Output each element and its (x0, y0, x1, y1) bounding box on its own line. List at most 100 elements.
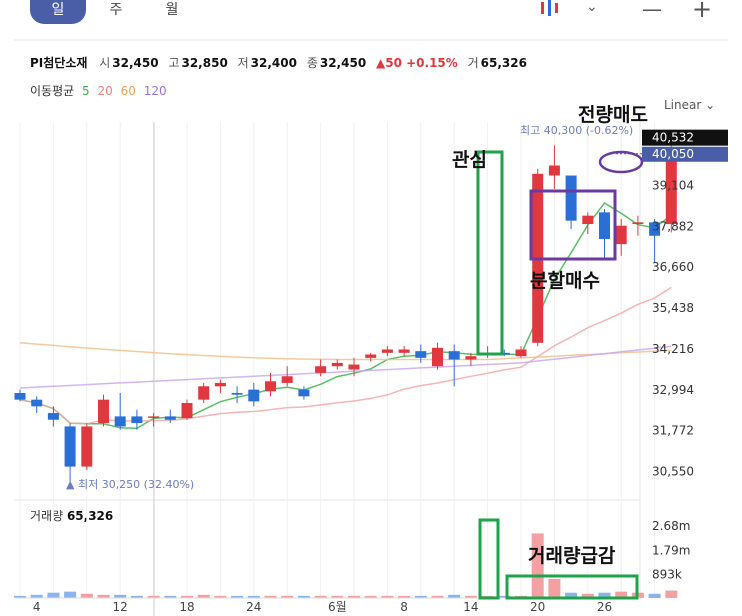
open-value: 32,450 (112, 56, 159, 70)
x-tick-label: 14 (463, 600, 478, 614)
tab-daily[interactable]: 일 (30, 0, 86, 24)
stock-name: PI첨단소재 (30, 56, 88, 70)
ma-60: 60 (120, 84, 136, 98)
zoom-in-icon[interactable]: + (692, 0, 713, 23)
chevron-down-icon[interactable]: ⌄ (586, 0, 598, 15)
candle-body (515, 349, 527, 357)
volume-bar (364, 595, 377, 598)
low-marker-label: ▲ 최저 30,250 (32.40%) (66, 478, 194, 491)
volume-bar (64, 591, 77, 598)
moving-average-legend: 이동평균 5 20 60 120 (30, 82, 171, 99)
price-tick-label: 31,772 (652, 424, 694, 438)
low-label: 저 (237, 56, 249, 70)
volume-bar (548, 578, 561, 598)
volume-bar (297, 595, 310, 598)
candle-body (47, 413, 59, 420)
close-value: 32,450 (319, 56, 367, 70)
candle-body (448, 351, 460, 360)
volume-bar (314, 595, 327, 598)
current-price-tag (642, 129, 728, 146)
candle-body (331, 362, 343, 367)
x-tick-label: 8 (400, 600, 408, 614)
interest-box (476, 150, 504, 356)
candle-body (548, 165, 560, 176)
volume-bar (414, 595, 427, 598)
candle-body (599, 212, 610, 240)
ma120-line (19, 345, 672, 389)
volume-bar (164, 595, 177, 598)
volume-bar (247, 595, 260, 598)
price-tick-label: 35,438 (652, 301, 694, 315)
price-tick-label: 39,104 (652, 178, 694, 192)
volume-bar (47, 592, 60, 598)
volume-bar (598, 592, 611, 598)
candle-body (64, 426, 76, 467)
sell-marker-ellipse (598, 150, 644, 174)
interest-label: 관심 (452, 149, 487, 171)
x-tick-label: 20 (530, 600, 545, 614)
ma-label: 이동평균 (30, 84, 75, 98)
candle-body (265, 381, 276, 392)
volume-label: 거 (467, 56, 479, 70)
volume-bar (181, 595, 193, 598)
volume-bar (498, 595, 511, 598)
volume-drop-box (505, 574, 639, 600)
volume-title-label: 거래량 (30, 509, 64, 523)
candle-body (31, 399, 43, 407)
high-label: 고 (168, 56, 180, 70)
candle-body (432, 347, 443, 367)
candle-body (114, 416, 126, 427)
volume-bar (130, 595, 143, 598)
low-value: 32,400 (250, 56, 297, 70)
ma60-line (19, 342, 672, 361)
volume-bar (615, 591, 628, 598)
candle-body (565, 175, 577, 221)
volume-bar (565, 592, 578, 598)
volume-bar (448, 594, 461, 598)
price-tick-label: 30,550 (652, 465, 694, 479)
candlestick-icon[interactable] (538, 0, 564, 20)
candle-body (98, 399, 109, 424)
volume-bar (581, 593, 594, 598)
volume-surge-label: 거래량급감 (528, 545, 616, 567)
close-label: 종 (306, 56, 318, 70)
candle-body (665, 153, 677, 225)
candle-body (131, 416, 143, 424)
scale-mode-label: Linear (664, 98, 702, 112)
volume-bar (30, 594, 43, 598)
volume-panel-title: 거래량 65,326 (30, 507, 113, 524)
chevron-down-icon: ⌄ (705, 98, 716, 112)
candle-body (398, 349, 410, 353)
tab-weekly[interactable]: 주 (109, 2, 123, 18)
ma20-line (19, 286, 672, 425)
stock-info: PI첨단소재 시 32,450 고 32,850 저 32,400 종 32,450 ▲… (30, 54, 533, 71)
volume-bar (231, 595, 244, 598)
price-tick-label: 32,994 (652, 383, 694, 397)
candle-body (281, 376, 293, 383)
scale-mode-select[interactable]: Linear ⌄ (664, 98, 715, 112)
candle-body (214, 382, 226, 387)
candle-body (198, 386, 210, 400)
candle-body (381, 349, 393, 353)
tab-monthly[interactable]: 월 (165, 2, 179, 18)
volume-bar (648, 593, 661, 598)
x-tick-label: 18 (179, 600, 194, 614)
volume-bar (381, 595, 394, 598)
price-tick-label: 36,660 (652, 260, 694, 274)
zoom-out-icon[interactable]: — (642, 0, 662, 21)
ma-5: 5 (82, 84, 90, 98)
candle-body (164, 416, 176, 420)
high-marker-label: 최고 40,300 (-0.62%) (520, 124, 633, 137)
volume-tick-label: 2.68m (652, 519, 690, 533)
volume-spike-box (478, 518, 500, 600)
price-tick-label: 34,216 (652, 342, 694, 356)
volume-bar (214, 595, 227, 598)
ma-20: 20 (97, 84, 113, 98)
volume-bar (531, 533, 544, 598)
current-price-tag-label: 40,532 (652, 131, 694, 145)
price-change: ▲50 +0.15% (376, 56, 458, 70)
candle-body (14, 392, 26, 400)
volume-tick-label: 1.79m (652, 543, 690, 557)
volume-bar (114, 594, 127, 598)
